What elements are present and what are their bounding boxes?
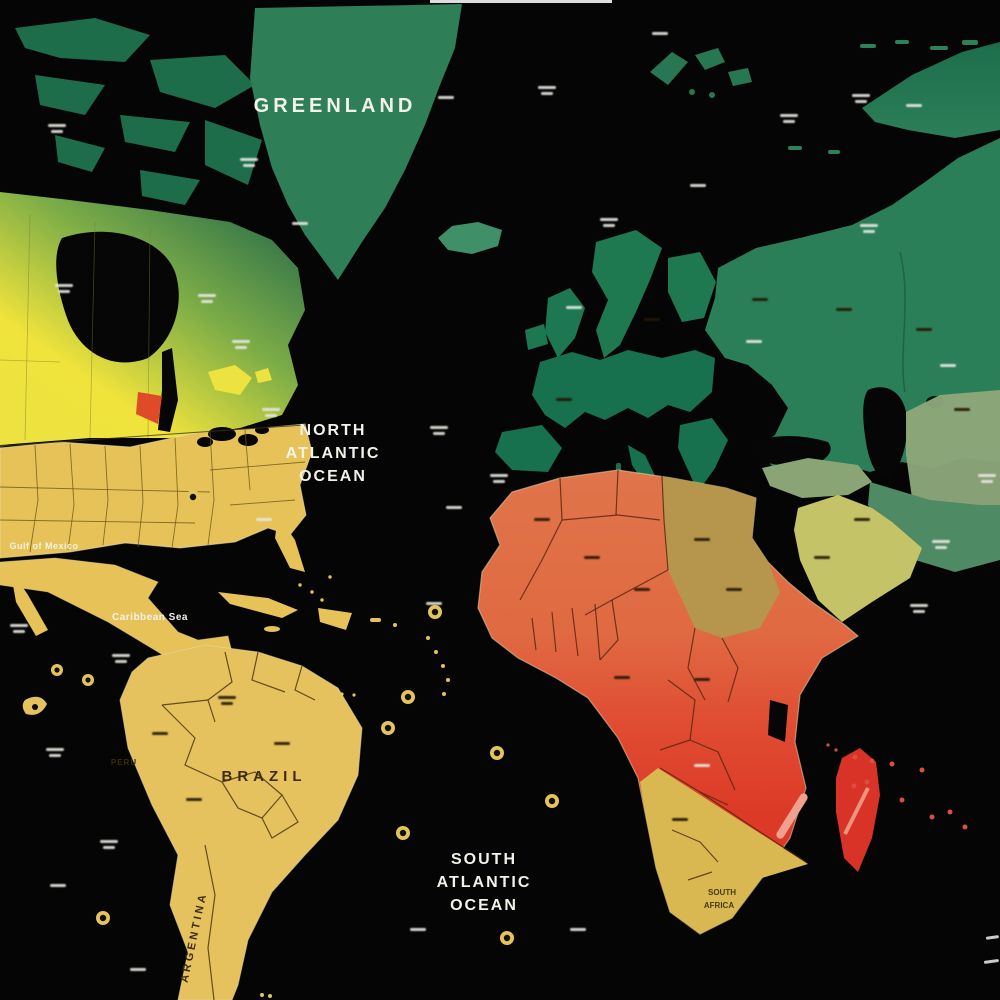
hudson-bay <box>56 231 179 363</box>
region-iceland <box>438 222 502 254</box>
gulf-of-mexico-label: Gulf of Mexico <box>9 541 78 551</box>
africa-country-borders <box>519 469 807 881</box>
baja-california <box>10 568 48 636</box>
peru-label: PERU <box>111 758 137 767</box>
region-madagascar <box>826 743 968 872</box>
region-russia-asia <box>650 40 1000 572</box>
russia-arctic-coast <box>862 42 1000 138</box>
florida <box>275 515 305 572</box>
caribbean-sea-label: Caribbean Sea <box>112 612 188 623</box>
indian-ocean-islands <box>826 743 968 830</box>
central-asia <box>906 390 1000 522</box>
north-atlantic-line1: NORTH <box>300 422 367 439</box>
north-atlantic-ocean-label: NORTH ATLANTIC OCEAN <box>286 422 381 485</box>
europe-mainland <box>532 350 715 428</box>
south-atlantic-line1: SOUTH <box>451 851 517 868</box>
map-crease-mark <box>983 959 999 964</box>
region-arabia <box>794 495 922 622</box>
south-africa-line1: SOUTH <box>708 888 736 897</box>
region-arctic-islands <box>15 18 262 205</box>
newfoundland <box>208 365 252 395</box>
iberia <box>495 425 562 472</box>
great-lakes-africa <box>768 700 788 742</box>
brazil-label: BRAZIL <box>222 768 307 785</box>
south-atlantic-ocean-label: SOUTH ATLANTIC OCEAN <box>437 851 532 914</box>
region-greenland <box>250 4 462 280</box>
caspian-sea <box>863 387 908 479</box>
turkey <box>762 458 872 498</box>
black-sea <box>750 436 831 466</box>
region-caribbean <box>218 575 450 697</box>
south-atlantic-line2: ATLANTIC <box>437 874 532 891</box>
south-atlantic-line3: OCEAN <box>450 897 518 914</box>
map-crease-mark <box>985 935 999 940</box>
scandinavia <box>592 230 662 358</box>
cuba <box>218 592 298 618</box>
region-south-america <box>22 644 363 1000</box>
region-europe <box>495 230 728 519</box>
ireland <box>525 324 548 350</box>
southern-africa-gold <box>640 768 808 934</box>
north-atlantic-line2: ATLANTIC <box>286 445 381 462</box>
greenland-label: GREENLAND <box>254 95 417 117</box>
great-britain <box>545 288 585 358</box>
arctic-island-chain <box>788 40 978 154</box>
svalbard <box>650 48 752 98</box>
red-scratch-patch <box>136 392 162 424</box>
finland <box>668 252 716 322</box>
region-usa <box>0 423 313 572</box>
state-borders <box>0 429 306 553</box>
island-ring-markers <box>51 490 559 945</box>
hispaniola <box>318 608 352 630</box>
north-atlantic-line3: OCEAN <box>299 468 367 485</box>
map-edge-line <box>430 0 612 3</box>
balkans-greece <box>678 418 728 492</box>
mozambique-streak <box>776 793 808 839</box>
south-africa-line2: AFRICA <box>704 901 734 910</box>
region-africa <box>477 469 860 935</box>
libya-egypt-sudan <box>662 476 780 638</box>
country-borders <box>161 651 316 1000</box>
region-canada <box>0 192 305 445</box>
iran-region <box>868 482 1000 572</box>
